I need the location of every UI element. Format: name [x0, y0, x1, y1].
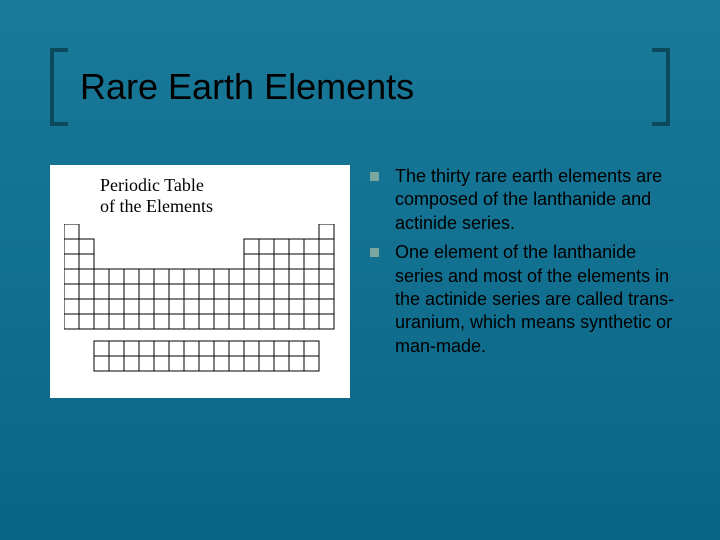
bracket-right-icon: [652, 48, 670, 126]
pt-label-line1: Periodic Table: [100, 175, 204, 195]
title-bar: Rare Earth Elements: [50, 48, 670, 126]
bullet-square-icon: [370, 172, 379, 181]
slide-title: Rare Earth Elements: [68, 66, 414, 108]
content-area: Periodic Table of the Elements The thirt…: [50, 165, 680, 398]
bullet-item: The thirty rare earth elements are compo…: [370, 165, 680, 235]
periodic-table-label: Periodic Table of the Elements: [64, 175, 336, 216]
bullet-square-icon: [370, 248, 379, 257]
bullet-list: The thirty rare earth elements are compo…: [370, 165, 680, 364]
bullet-text: One element of the lanthanide series and…: [395, 241, 680, 358]
bullet-text: The thirty rare earth elements are compo…: [395, 165, 680, 235]
pt-label-line2: of the Elements: [100, 196, 213, 216]
periodic-table-diagram: [64, 224, 336, 384]
bracket-left-icon: [50, 48, 68, 126]
periodic-table-panel: Periodic Table of the Elements: [50, 165, 350, 398]
bullet-item: One element of the lanthanide series and…: [370, 241, 680, 358]
